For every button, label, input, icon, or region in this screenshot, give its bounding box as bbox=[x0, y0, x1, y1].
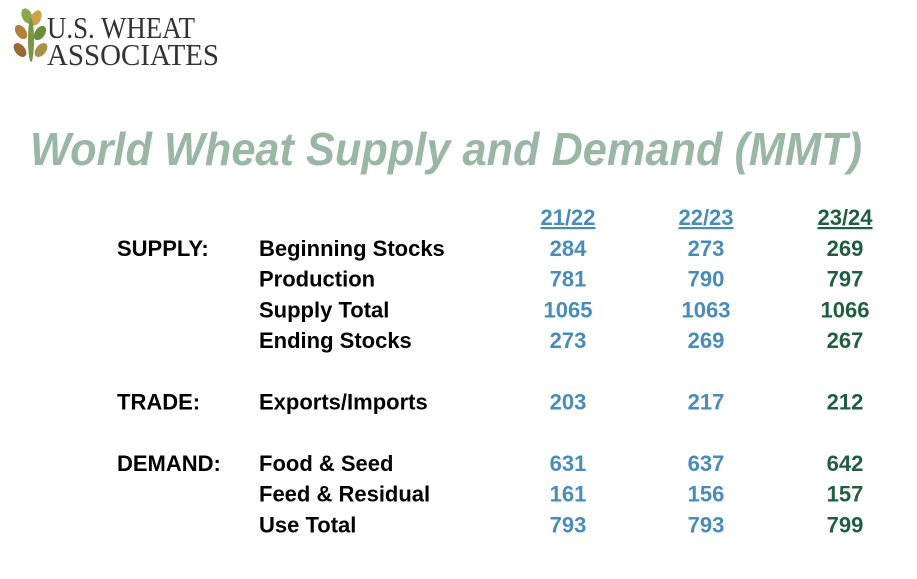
cell-value: 203 bbox=[550, 390, 587, 415]
row-label: Use Total bbox=[259, 512, 356, 537]
cell-value: 217 bbox=[688, 390, 725, 415]
cell-value: 273 bbox=[688, 236, 725, 261]
section-label: SUPPLY: bbox=[117, 236, 209, 261]
row-label: Supply Total bbox=[259, 297, 389, 322]
row-label: Production bbox=[259, 267, 375, 292]
table: 21/22 22/23 23/24 SUPPLY: Beginning Stocks 28… bbox=[117, 205, 873, 537]
logo-line2: ASSOCIATES bbox=[47, 37, 219, 72]
logo-line1: U.S. WHEAT bbox=[47, 10, 195, 45]
cell-value: 793 bbox=[688, 512, 725, 537]
cell-value: 1065 bbox=[544, 297, 593, 322]
section-label: DEMAND: bbox=[117, 451, 221, 476]
cell-value: 790 bbox=[688, 267, 725, 292]
cell-value: 267 bbox=[827, 328, 864, 353]
cell-value: 642 bbox=[827, 451, 864, 476]
cell-value: 1063 bbox=[682, 297, 731, 322]
logo-icon bbox=[13, 8, 48, 62]
cell-value: 284 bbox=[550, 236, 587, 261]
title: World Wheat Supply and Demand (MMT) bbox=[30, 123, 862, 175]
column-header: 23/24 bbox=[817, 205, 873, 230]
cell-value: 793 bbox=[550, 512, 587, 537]
cell-value: 269 bbox=[688, 328, 725, 353]
cell-value: 212 bbox=[827, 390, 864, 415]
cell-value: 273 bbox=[550, 328, 587, 353]
column-header: 22/23 bbox=[678, 205, 733, 230]
cell-value: 781 bbox=[550, 267, 587, 292]
row-label: Feed & Residual bbox=[259, 482, 430, 507]
cell-value: 797 bbox=[827, 267, 864, 292]
row-label: Exports/Imports bbox=[259, 390, 428, 415]
cell-value: 799 bbox=[827, 512, 864, 537]
cell-value: 269 bbox=[827, 236, 864, 261]
cell-value: 157 bbox=[827, 482, 864, 507]
row-label: Food & Seed bbox=[259, 451, 393, 476]
column-header: 21/22 bbox=[540, 205, 595, 230]
cell-value: 1066 bbox=[821, 297, 870, 322]
section-label: TRADE: bbox=[117, 390, 200, 415]
cell-value: 637 bbox=[688, 451, 725, 476]
cell-value: 161 bbox=[550, 482, 587, 507]
row-label: Ending Stocks bbox=[259, 328, 412, 353]
cell-value: 631 bbox=[550, 451, 587, 476]
cell-value: 156 bbox=[688, 482, 725, 507]
row-label: Beginning Stocks bbox=[259, 236, 445, 261]
